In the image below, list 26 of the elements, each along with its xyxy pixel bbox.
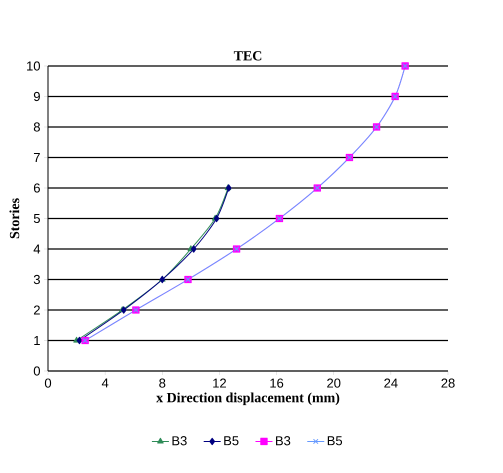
x-tick-label: 16 bbox=[270, 378, 284, 388]
x-axis-title: x Direction displacement (mm) bbox=[156, 392, 340, 406]
y-tick-label: 7 bbox=[34, 153, 40, 162]
y-tick-label: 10 bbox=[27, 61, 40, 71]
x-tick-label: 24 bbox=[384, 378, 398, 388]
x-tick-label: 4 bbox=[102, 378, 108, 388]
y-tick-label: 3 bbox=[34, 274, 40, 284]
y-tick-label: 9 bbox=[34, 92, 40, 102]
y-axis-title: Stories bbox=[9, 198, 20, 238]
y-tick-label: 0 bbox=[34, 366, 40, 376]
y-tick-label: 8 bbox=[34, 122, 40, 132]
x-tick-label: 28 bbox=[441, 378, 455, 388]
x-tick-label: 0 bbox=[44, 378, 52, 388]
x-tick-label: 20 bbox=[327, 378, 340, 388]
y-tick-label: 6 bbox=[34, 183, 40, 193]
y-tick-label: 1 bbox=[34, 336, 40, 345]
legend-label: B5 bbox=[328, 436, 342, 446]
x-tick-label: 8 bbox=[159, 378, 166, 388]
legend-label: B3 bbox=[172, 436, 187, 446]
chart-title: TEC bbox=[234, 51, 262, 60]
x-tick-label: 12 bbox=[213, 378, 226, 388]
y-tick-label: 5 bbox=[34, 214, 40, 224]
legend-label: B5 bbox=[224, 436, 238, 446]
y-tick-label: 2 bbox=[34, 305, 40, 315]
y-tick-label: 4 bbox=[34, 244, 40, 254]
legend-label: B3 bbox=[276, 436, 290, 446]
